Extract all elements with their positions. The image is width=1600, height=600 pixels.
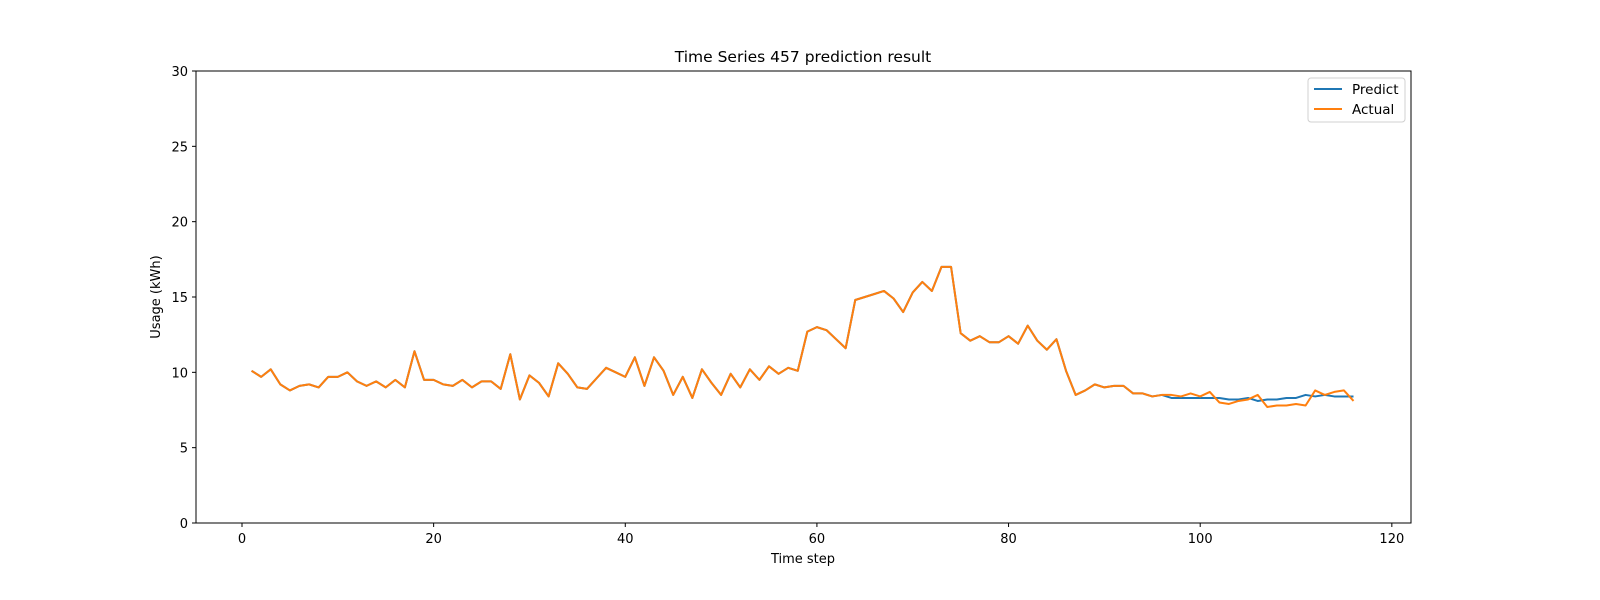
x-axis-label: Time step (770, 552, 835, 567)
y-tick-label: 10 (171, 366, 188, 381)
x-tick-label: 120 (1379, 532, 1404, 547)
legend: Predict Actual (1307, 77, 1406, 123)
x-tick-label: 40 (617, 532, 634, 547)
legend-label-predict: Predict (1352, 82, 1399, 98)
x-axis: 0 20 40 60 80 100 120 (238, 523, 1404, 547)
chart-title: Time Series 457 prediction result (674, 48, 932, 66)
x-tick-label: 80 (1000, 532, 1017, 547)
x-tick-label: 20 (425, 532, 442, 547)
y-tick-label: 25 (171, 140, 188, 155)
y-tick-label: 15 (171, 291, 188, 306)
x-tick-label: 0 (238, 532, 246, 547)
y-axis: 0 5 10 15 20 25 30 (171, 65, 196, 532)
y-tick-label: 20 (171, 216, 188, 231)
y-tick-label: 5 (180, 442, 188, 457)
y-tick-label: 30 (171, 65, 188, 80)
series-line-predict (251, 265, 1354, 402)
y-axis-label: Usage (kWh) (149, 255, 164, 338)
legend-label-actual: Actual (1352, 102, 1394, 118)
x-tick-label: 100 (1188, 532, 1213, 547)
x-tick-label: 60 (809, 532, 826, 547)
y-tick-label: 0 (180, 517, 188, 532)
series-line-actual (251, 265, 1355, 408)
plot-lines (251, 265, 1355, 408)
plot-frame (195, 70, 1412, 524)
